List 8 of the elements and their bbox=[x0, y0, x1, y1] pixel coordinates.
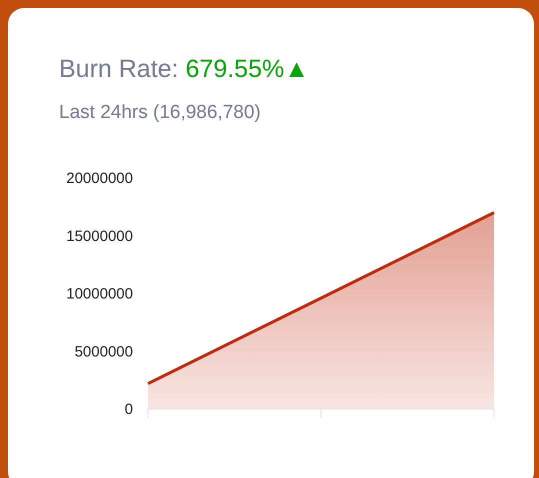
y-tick-label: 20000000 bbox=[66, 170, 133, 187]
y-tick-label: 0 bbox=[124, 401, 133, 418]
text: 679.55%▲ bbox=[186, 55, 309, 83]
y-tick-label: 10000000 bbox=[66, 286, 133, 302]
chart-subtitle: Last 24hrs (16,986,780) bbox=[59, 102, 261, 123]
y-tick-label: 15000000 bbox=[66, 228, 133, 245]
y-tick-label: 5000000 bbox=[74, 343, 133, 360]
chart-title: Burn Rate: bbox=[59, 55, 179, 83]
